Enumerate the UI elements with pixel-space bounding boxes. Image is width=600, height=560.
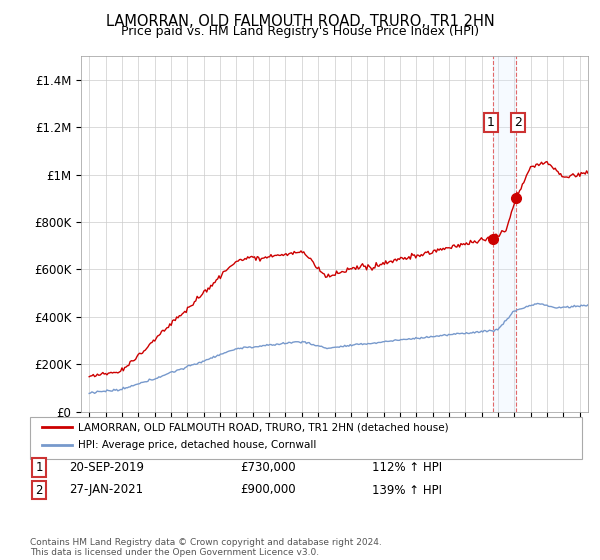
Text: LAMORRAN, OLD FALMOUTH ROAD, TRURO, TR1 2HN (detached house): LAMORRAN, OLD FALMOUTH ROAD, TRURO, TR1 … [78, 422, 449, 432]
Text: Price paid vs. HM Land Registry's House Price Index (HPI): Price paid vs. HM Land Registry's House … [121, 25, 479, 38]
Text: 27-JAN-2021: 27-JAN-2021 [69, 483, 143, 497]
Text: Contains HM Land Registry data © Crown copyright and database right 2024.
This d: Contains HM Land Registry data © Crown c… [30, 538, 382, 557]
Text: 20-SEP-2019: 20-SEP-2019 [69, 461, 144, 474]
Text: 1: 1 [35, 461, 43, 474]
Bar [493, 56, 516, 412]
Text: LAMORRAN, OLD FALMOUTH ROAD, TRURO, TR1 2HN: LAMORRAN, OLD FALMOUTH ROAD, TRURO, TR1 … [106, 14, 494, 29]
Text: 112% ↑ HPI: 112% ↑ HPI [372, 461, 442, 474]
Text: 139% ↑ HPI: 139% ↑ HPI [372, 483, 442, 497]
Text: 1: 1 [487, 116, 495, 129]
Text: £730,000: £730,000 [240, 461, 296, 474]
Text: 2: 2 [514, 116, 522, 129]
Text: HPI: Average price, detached house, Cornwall: HPI: Average price, detached house, Corn… [78, 440, 316, 450]
Text: £900,000: £900,000 [240, 483, 296, 497]
Text: 2: 2 [35, 483, 43, 497]
